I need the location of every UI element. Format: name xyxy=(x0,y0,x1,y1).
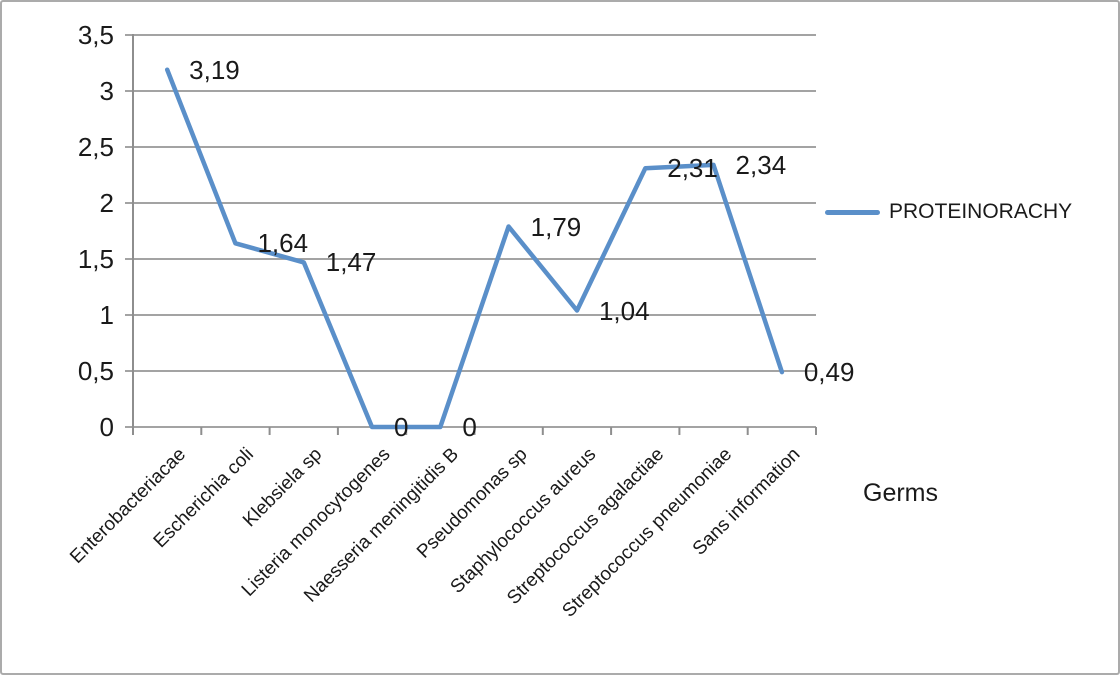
x-axis-title: Germs xyxy=(863,479,938,507)
legend-label: PROTEINORACHY xyxy=(889,200,1073,223)
legend: PROTEINORACHY xyxy=(825,200,1072,224)
legend-line-icon xyxy=(825,209,880,215)
series-line-proteinorachy xyxy=(164,67,785,430)
